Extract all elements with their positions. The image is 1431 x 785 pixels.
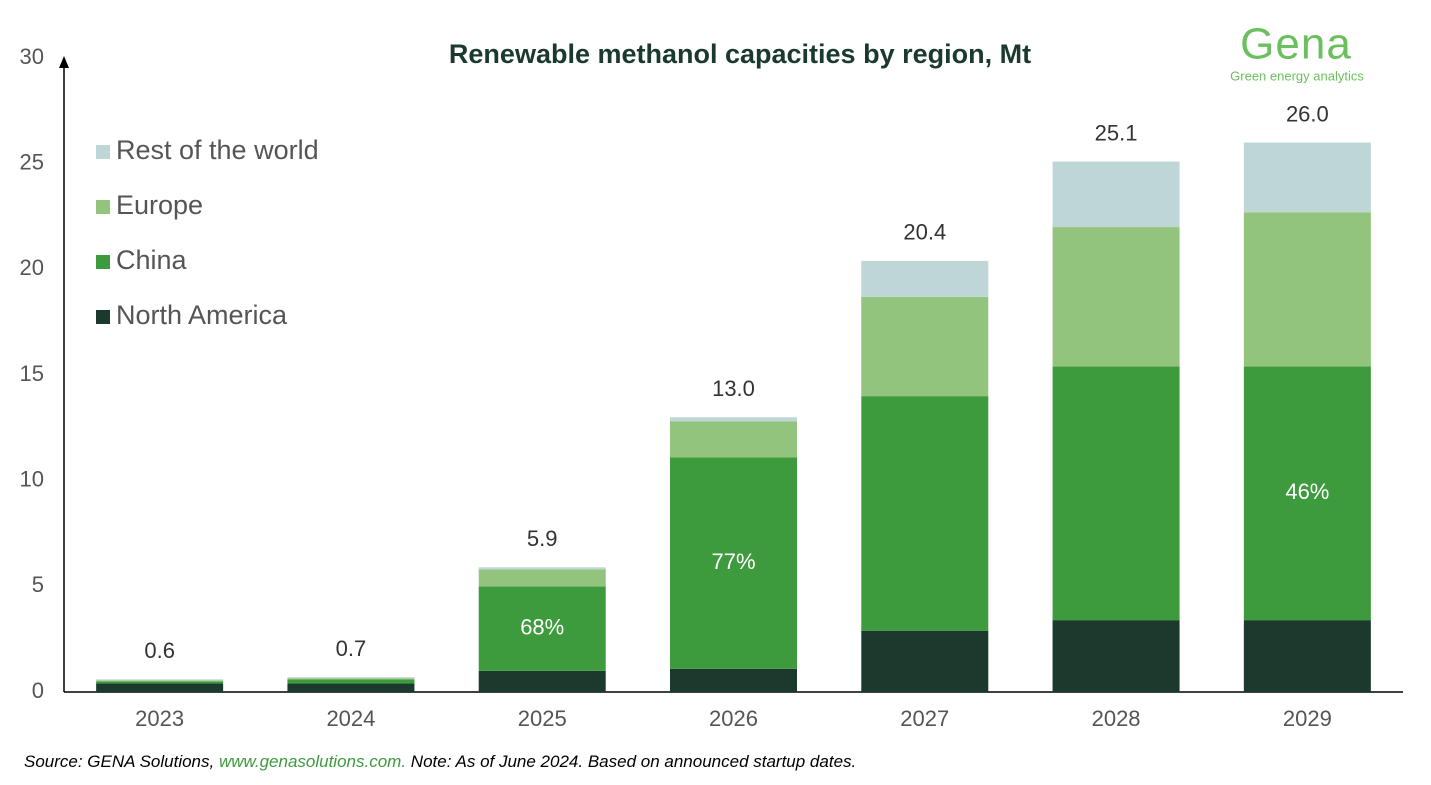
bar-segment (861, 296, 989, 397)
bar-segment (670, 457, 797, 669)
bar-segment (478, 586, 606, 671)
bar-segment (1243, 366, 1371, 621)
bar-segment (287, 678, 415, 680)
share-label: 68% (520, 614, 564, 639)
chart-title: Renewable methanol capacities by region,… (449, 39, 1031, 69)
source-prefix: Source: GENA Solutions, (24, 752, 219, 771)
bar-segment (670, 668, 797, 692)
bar-segment (478, 569, 606, 587)
bar-segment (670, 417, 797, 422)
share-label: 46% (1285, 479, 1329, 504)
x-tick-label: 2028 (1092, 706, 1141, 731)
y-tick-label: 5 (32, 572, 44, 597)
y-tick-label: 10 (20, 466, 44, 491)
bar-segment (1243, 212, 1371, 367)
total-label: 25.1 (1095, 120, 1138, 145)
total-label: 20.4 (903, 220, 946, 245)
x-tick-label: 2024 (326, 706, 375, 731)
total-label: 0.7 (336, 636, 367, 661)
bar-segment (1052, 161, 1180, 228)
share-label: 77% (711, 549, 755, 574)
bar-segment (1052, 227, 1180, 367)
bar-segment (861, 396, 989, 631)
bar-segment (96, 679, 224, 681)
source-link: www.genasolutions.com. (219, 752, 406, 771)
bar-segment (96, 680, 224, 682)
bar-segment (1243, 620, 1371, 692)
bar-segment (287, 683, 415, 692)
bar-segment (1243, 142, 1371, 213)
bar-segment (1052, 620, 1180, 692)
logo-tagline: Green energy analytics (1230, 68, 1364, 83)
legend-label: Rest of the world (116, 135, 319, 165)
total-label: 13.0 (712, 376, 755, 401)
y-tick-label: 30 (20, 44, 44, 69)
legend-swatch (96, 145, 110, 159)
bar-segment (287, 677, 415, 679)
source-suffix: Note: As of June 2024. Based on announce… (406, 752, 856, 771)
total-label: 26.0 (1286, 101, 1329, 126)
total-label: 5.9 (527, 526, 558, 551)
y-tick-label: 15 (20, 361, 44, 386)
bar-segment (96, 681, 224, 684)
legend-swatch (96, 255, 110, 269)
x-tick-label: 2029 (1283, 706, 1332, 731)
bar-segment (478, 670, 606, 692)
bar-segment (287, 679, 415, 684)
x-tick-label: 2023 (135, 706, 184, 731)
bar-segment (861, 260, 989, 297)
bar-segment (1052, 366, 1180, 621)
x-tick-label: 2027 (900, 706, 949, 731)
legend-label: Europe (116, 190, 203, 220)
legend-label: China (116, 245, 188, 275)
y-axis-arrow (59, 56, 69, 68)
source-note: Source: GENA Solutions, www.genasolution… (24, 752, 856, 771)
legend-swatch (96, 310, 110, 324)
x-tick-label: 2026 (709, 706, 758, 731)
logo-name: Gena (1240, 20, 1352, 69)
total-label: 0.6 (144, 638, 175, 663)
bar-segment (478, 567, 606, 570)
bar-segment (96, 683, 224, 692)
legend-swatch (96, 200, 110, 214)
bar-segment (861, 630, 989, 692)
legend-label: North America (116, 300, 288, 330)
y-tick-label: 20 (20, 255, 44, 280)
y-tick-label: 0 (32, 678, 44, 703)
y-tick-label: 25 (20, 149, 44, 174)
bar-segment (670, 421, 797, 458)
x-tick-label: 2025 (518, 706, 567, 731)
